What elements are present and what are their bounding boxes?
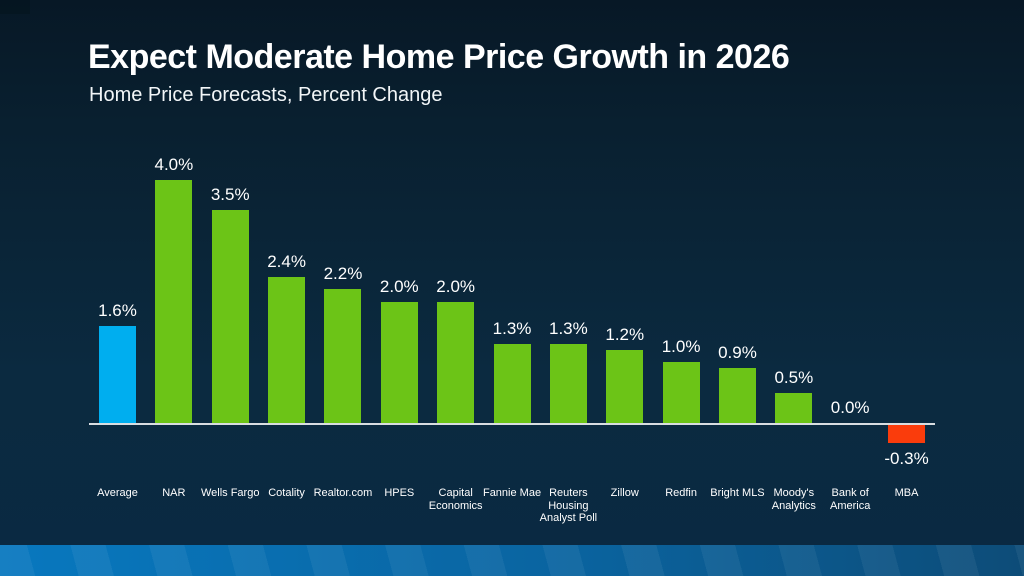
category-label-average: Average: [97, 487, 138, 499]
bar-average: [99, 325, 136, 423]
bar-hpes: [380, 301, 418, 423]
bar-bright-mls: [718, 368, 756, 423]
chart-title: Expect Moderate Home Price Growth in 202…: [88, 38, 790, 76]
bar-cotality: [268, 277, 306, 423]
category-label-hpes: HPES: [384, 487, 415, 499]
value-label-redfin: 1.0%: [661, 337, 701, 357]
bar-moody-s-analytics: [775, 392, 813, 423]
footer-stripe: [0, 545, 1024, 576]
chart-subtitle: Home Price Forecasts, Percent Change: [89, 84, 443, 106]
bar-redfin: [662, 362, 700, 423]
bar-reuters-housing-analyst-poll: [549, 344, 587, 423]
category-label-nar: NAR: [162, 487, 186, 499]
value-label-wells-fargo: 3.5%: [210, 185, 250, 205]
bar-fannie-mae: [493, 344, 531, 423]
value-label-bank-of-america: 0.0%: [830, 398, 870, 417]
bar-realtor-com: [324, 289, 362, 423]
value-label-reuters-housing-analyst-poll: 1.3%: [549, 319, 588, 339]
category-label-bank-of-america: Bank of America: [830, 487, 871, 512]
top-left-dark-patch: [0, 0, 30, 14]
category-label-realtor-com: Realtor.com: [313, 487, 373, 499]
category-label-zillow: Zillow: [610, 487, 639, 499]
value-label-mba: -0.3%: [884, 449, 929, 469]
value-label-fannie-mae: 1.3%: [492, 319, 532, 339]
category-label-moody-s-analytics: Moody's Analytics: [771, 487, 816, 512]
category-label-capital-economics: Capital Economics: [428, 487, 483, 512]
category-label-wells-fargo: Wells Fargo: [200, 487, 260, 499]
value-label-hpes: 2.0%: [379, 276, 419, 296]
category-label-mba: MBA: [894, 487, 919, 499]
bar-capital-economics: [437, 301, 475, 423]
value-label-average: 1.6%: [98, 300, 137, 320]
category-label-redfin: Redfin: [665, 487, 697, 499]
value-label-bright-mls: 0.9%: [718, 343, 757, 363]
value-label-realtor-com: 2.2%: [323, 264, 363, 284]
value-label-nar: 4.0%: [154, 155, 194, 174]
bar-nar: [155, 180, 193, 423]
value-label-capital-economics: 2.0%: [436, 276, 476, 296]
x-axis-line: [89, 423, 935, 425]
value-label-zillow: 1.2%: [605, 325, 645, 345]
bar-zillow: [606, 350, 644, 423]
bar-wells-fargo: [211, 210, 249, 423]
value-label-moody-s-analytics: 0.5%: [774, 367, 814, 387]
category-label-cotality: Cotality: [268, 487, 305, 499]
category-label-bright-mls: Bright MLS: [710, 487, 765, 499]
category-label-fannie-mae: Fannie Mae: [482, 487, 542, 499]
category-label-reuters-housing-analyst-poll: Reuters Housing Analyst Poll: [539, 487, 598, 524]
bar-mba: [888, 425, 926, 444]
value-label-cotality: 2.4%: [267, 252, 306, 272]
